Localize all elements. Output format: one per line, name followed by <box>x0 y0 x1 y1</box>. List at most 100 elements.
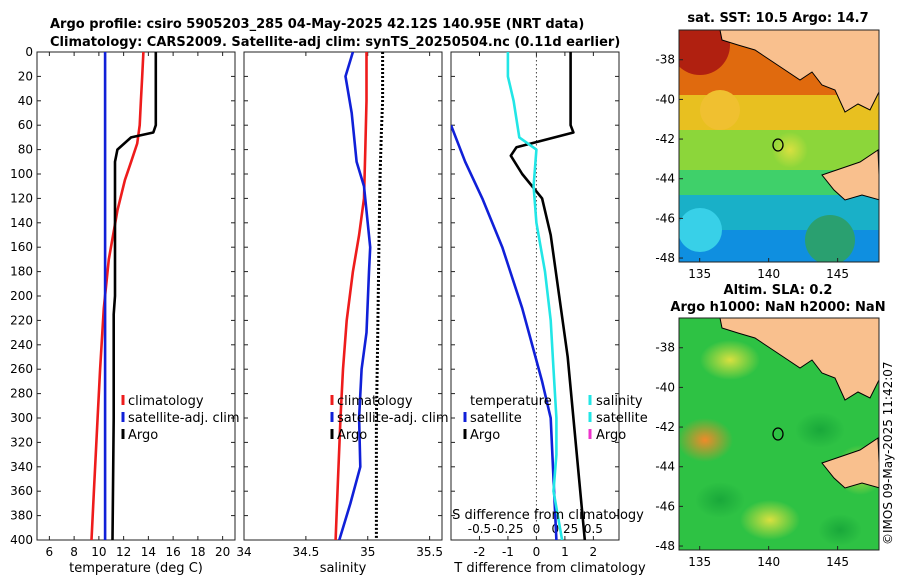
x-tick-label: 20 <box>215 545 230 559</box>
depth-tick-label: 320 <box>10 435 33 449</box>
legend-satellite: satellite-adj. clim <box>337 411 449 426</box>
legend-satellite: satellite <box>470 411 522 426</box>
x-tick-label: -2 <box>473 545 485 559</box>
t-difference-ticks: -2 -1 0 1 2 <box>473 52 597 559</box>
x-tick-label: 1 <box>561 545 569 559</box>
series-argo <box>509 52 587 540</box>
depth-tick-label: 180 <box>10 265 33 279</box>
depth-tick-label: 60 <box>18 118 33 132</box>
x-tick-label: 12 <box>116 545 131 559</box>
s-difference-label: S difference from climatology <box>452 508 644 523</box>
sla-map-title-2: Argo h1000: NaN h2000: NaN <box>670 300 885 315</box>
x-tick-label: 14 <box>141 545 156 559</box>
depth-tick-label: 40 <box>18 94 33 108</box>
depth-tick-label: 0 <box>25 45 33 59</box>
x-tick-label: 10 <box>91 545 106 559</box>
lat-tick-label: -46 <box>655 499 675 513</box>
sla-map-title-1: Altim. SLA: 0.2 <box>724 283 833 298</box>
lon-tick-label: 140 <box>757 267 780 281</box>
lat-tick-label: -48 <box>655 539 675 553</box>
temperature-axes <box>36 51 236 541</box>
sla-map-ticks: 135 140 145 -38 -40 -42 -44 -46 -48 <box>655 341 849 569</box>
s-diff-tick-label: -0.5 <box>468 522 491 536</box>
title-line-1: Argo profile: csiro 5905203_285 04-May-2… <box>50 17 584 32</box>
series-salinity <box>506 52 564 540</box>
x-tick-label: 35 <box>360 545 375 559</box>
salinity-legend: climatology satellite-adj. clim Argo <box>330 394 449 443</box>
sst-map-title: sat. SST: 10.5 Argo: 14.7 <box>687 11 868 26</box>
legend-climatology: climatology <box>337 394 413 409</box>
sst-map: sat. SST: 10.5 Argo: 14.7 135 140 145 -38 -4… <box>655 11 880 281</box>
difference-legend-left: temperature satellite Argo <box>463 394 552 443</box>
depth-tick-label: 200 <box>10 289 33 303</box>
depth-tick-label: 400 <box>10 533 33 547</box>
depth-ticks: 0 20 40 60 80 100 120 140 160 180 200 220 240 260 280 3… <box>10 45 235 547</box>
x-tick-label: 8 <box>70 545 78 559</box>
legend-temperature: temperature <box>470 394 552 409</box>
depth-tick-label: 300 <box>10 411 33 425</box>
legend-argo: Argo <box>128 428 158 443</box>
legend-argo: Argo <box>470 428 500 443</box>
depth-tick-label: 160 <box>10 240 33 254</box>
lat-tick-label: -42 <box>655 132 675 146</box>
lat-tick-label: -48 <box>655 251 675 265</box>
lon-tick-label: 135 <box>688 267 711 281</box>
imos-watermark: ©IMOS 09-May-2025 11:42:07 <box>881 361 895 545</box>
depth-tick-label: 380 <box>10 509 33 523</box>
lon-tick-label: 140 <box>757 555 780 569</box>
series-satellite-adj-clim <box>338 52 372 540</box>
series-argo <box>374 52 385 540</box>
temperature-xlabel: temperature (deg C) <box>69 561 203 576</box>
legend-salinity: salinity <box>596 394 643 409</box>
lon-tick-label: 145 <box>826 555 849 569</box>
depth-tick-label: 240 <box>10 338 33 352</box>
x-tick-label: -1 <box>502 545 514 559</box>
difference-panel: -2 -1 0 1 2 -0.5-0.25 0 0.25 0.5 temperature sa… <box>450 51 648 576</box>
series-satellite <box>451 124 558 540</box>
temperature-ticks: 6 8 10 12 14 16 18 20 <box>46 52 230 559</box>
depth-tick-label: 280 <box>10 387 33 401</box>
x-tick-label: 18 <box>190 545 205 559</box>
lon-tick-label: 145 <box>826 267 849 281</box>
salinity-ticks: 34 34.5 35 35.5 <box>236 52 443 559</box>
s-diff-tick-label: 0.25 <box>552 522 579 536</box>
x-tick-label: 34.5 <box>293 545 320 559</box>
lon-tick-label: 135 <box>688 555 711 569</box>
s-diff-tick-label: -0.25 <box>492 522 523 536</box>
depth-tick-label: 100 <box>10 167 33 181</box>
x-tick-label: 35.5 <box>416 545 443 559</box>
salinity-axes <box>243 51 443 541</box>
argo-location-marker <box>772 138 784 152</box>
lat-tick-label: -46 <box>655 211 675 225</box>
lat-tick-label: -38 <box>655 53 675 67</box>
depth-tick-label: 120 <box>10 191 33 205</box>
australia-mainland <box>719 30 879 113</box>
x-tick-label: 0 <box>533 545 541 559</box>
title-line-2: Climatology: CARS2009. Satellite-adj cli… <box>50 35 620 50</box>
lat-tick-label: -40 <box>655 380 675 394</box>
temperature-panel: 0 20 40 60 80 100 120 140 160 180 200 220 240 260 280 3… <box>10 45 240 576</box>
depth-tick-label: 260 <box>10 362 33 376</box>
series-climatology <box>90 52 145 540</box>
x-tick-label: 2 <box>590 545 598 559</box>
sst-map-ticks: 135 140 145 -38 -40 -42 -44 -46 -48 <box>655 53 849 281</box>
s-diff-tick-label: 0.5 <box>584 522 603 536</box>
sla-map: Altim. SLA: 0.2 Argo h1000: NaN h2000: N… <box>655 283 885 569</box>
depth-tick-label: 220 <box>10 313 33 327</box>
legend-climatology: climatology <box>128 394 204 409</box>
depth-tick-label: 80 <box>18 143 33 157</box>
series-climatology <box>334 52 368 540</box>
lat-tick-label: -42 <box>655 420 675 434</box>
depth-tick-label: 20 <box>18 69 33 83</box>
difference-axes <box>450 51 620 541</box>
salinity-xlabel: salinity <box>320 561 367 576</box>
legend-salinity-argo: Argo <box>596 428 626 443</box>
difference-legend-right: salinity satellite Argo <box>588 394 648 443</box>
argo-location-marker <box>772 427 784 441</box>
salinity-panel: 34 34.5 35 35.5 climatology satellite-adj. … <box>236 51 449 576</box>
lat-tick-label: -44 <box>655 172 675 186</box>
legend-satellite: satellite-adj. clim <box>128 411 240 426</box>
legend-argo: Argo <box>337 428 367 443</box>
depth-tick-label: 360 <box>10 484 33 498</box>
